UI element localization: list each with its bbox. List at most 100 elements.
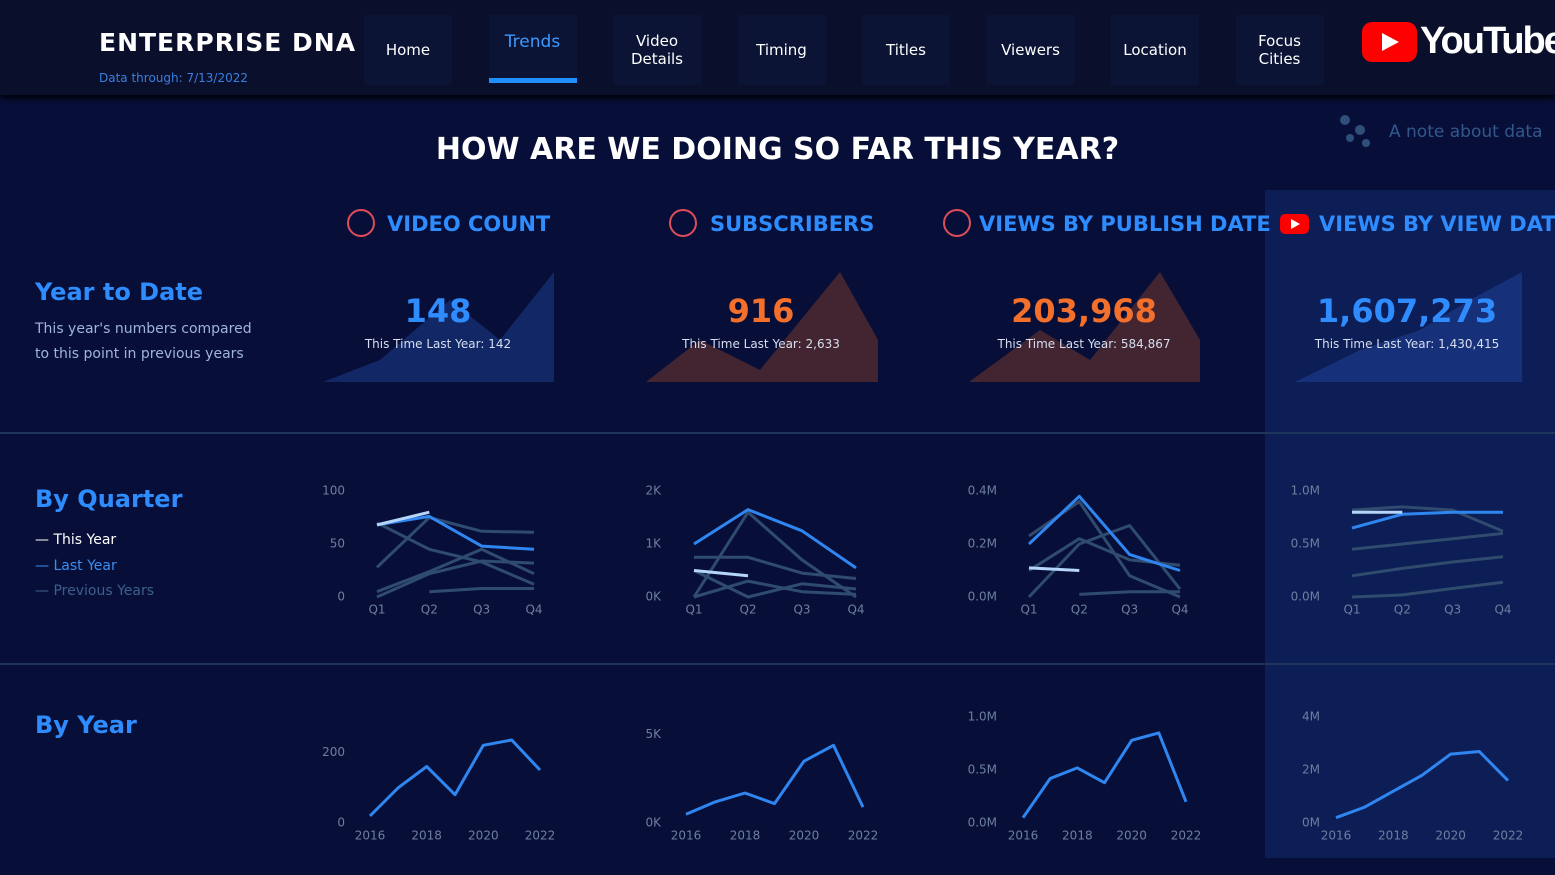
row-title: By Year <box>35 711 137 739</box>
separator <box>0 432 1555 434</box>
x-tick-label: 2020 <box>468 829 499 843</box>
y-tick-label: 1.0M <box>1291 484 1320 498</box>
x-tick-label: 2016 <box>1008 829 1039 843</box>
kpi-value: 916 <box>727 292 795 330</box>
x-tick-label: Q1 <box>1020 603 1037 617</box>
sparkline-bg <box>646 272 878 382</box>
x-tick-label: Q3 <box>793 603 810 617</box>
nav-item[interactable]: Viewers <box>986 15 1075 85</box>
line <box>368 738 542 817</box>
x-tick-label: 2018 <box>1378 829 1409 843</box>
kpi-title: VIEWS BY VIEW DATE <box>1319 212 1555 236</box>
note-link[interactable]: A note about data <box>1389 122 1543 142</box>
line <box>693 508 857 570</box>
x-tick-label: 2020 <box>1435 829 1466 843</box>
nav-item[interactable]: Home <box>364 15 452 85</box>
kpi-last-year: This Time Last Year: 2,633 <box>682 337 840 351</box>
y-tick-label: 0 <box>337 816 345 830</box>
kpi-title: VIEWS BY PUBLISH DATE <box>979 212 1271 236</box>
nav-item[interactable]: Location <box>1111 15 1199 85</box>
row-text: This year's numbers compared <box>35 321 252 337</box>
data-through: Data through: 7/13/2022 <box>99 71 249 85</box>
x-tick-label: 2020 <box>789 829 820 843</box>
line <box>685 743 865 816</box>
x-tick-label: Q1 <box>1343 603 1360 617</box>
x-tick-label: Q2 <box>421 603 438 617</box>
y-tick-label: 200 <box>322 745 345 759</box>
y-tick-label: 0K <box>645 590 662 604</box>
row-title: By Quarter <box>35 485 183 513</box>
line <box>375 516 535 569</box>
line <box>1351 505 1504 533</box>
kpi-title: VIDEO COUNT <box>387 212 551 236</box>
yt-icon-play <box>1291 219 1300 229</box>
y-tick-label: 0.2M <box>968 537 997 551</box>
line <box>1021 731 1188 819</box>
row-title: Year to Date <box>35 278 204 306</box>
x-tick-label: Q4 <box>1171 603 1188 617</box>
x-tick-label: 2016 <box>355 829 386 843</box>
y-tick-label: 0.0M <box>968 590 997 604</box>
x-tick-label: Q2 <box>1071 603 1088 617</box>
legend-item: — Last Year <box>35 557 117 574</box>
y-tick-label: 0K <box>645 816 662 830</box>
kpi-last-year: This Time Last Year: 142 <box>364 337 512 351</box>
x-tick-label: 2022 <box>1493 829 1524 843</box>
separator <box>0 663 1555 665</box>
nav-item[interactable]: Video Details <box>613 15 701 85</box>
brand: ENTERPRISE DNA <box>99 28 357 57</box>
line <box>1028 566 1080 572</box>
x-tick-label: Q4 <box>1494 603 1511 617</box>
x-tick-label: 2022 <box>1171 829 1202 843</box>
y-tick-label: 2K <box>645 484 662 498</box>
line <box>1028 537 1181 572</box>
nav-item[interactable]: Trends <box>488 15 577 83</box>
youtube-icon <box>1362 22 1417 62</box>
y-tick-label: 5K <box>645 727 662 741</box>
line <box>1079 590 1180 596</box>
sparkline-bg <box>969 272 1200 382</box>
line <box>376 514 535 551</box>
x-tick-label: 2018 <box>1062 829 1093 843</box>
x-tick-label: Q4 <box>525 603 542 617</box>
x-tick-label: Q3 <box>473 603 490 617</box>
x-tick-label: Q3 <box>1121 603 1138 617</box>
x-tick-label: 2016 <box>1321 829 1352 843</box>
line <box>376 559 535 599</box>
highlight-column <box>1265 190 1555 858</box>
line <box>693 569 857 599</box>
kpi-value: 1,607,273 <box>1316 292 1498 330</box>
y-tick-label: 1.0M <box>968 710 997 724</box>
sparkline-bg <box>323 272 554 382</box>
line <box>429 587 534 594</box>
line <box>376 521 535 586</box>
row-text: to this point in previous years <box>35 346 244 362</box>
line <box>376 510 430 527</box>
legend-item: — This Year <box>35 532 117 548</box>
heading: HOW ARE WE DOING SO FAR THIS YEAR? <box>435 132 1120 167</box>
kpi-value: 203,968 <box>1011 292 1157 330</box>
y-tick-label: 0.4M <box>968 484 997 498</box>
line <box>692 510 857 599</box>
nav-item[interactable]: Focus Cities <box>1235 15 1324 85</box>
line <box>1351 555 1504 578</box>
x-tick-label: Q1 <box>685 603 702 617</box>
y-tick-label: 0 <box>337 590 345 604</box>
y-tick-label: 2M <box>1302 763 1320 777</box>
x-tick-label: 2018 <box>411 829 442 843</box>
youtube-logo: YouTube <box>1420 20 1555 62</box>
nav-item[interactable]: Titles <box>862 15 950 85</box>
legend-item: — Previous Years <box>35 583 154 599</box>
x-tick-label: Q4 <box>847 603 864 617</box>
x-tick-label: 2020 <box>1116 829 1147 843</box>
kpi-title: SUBSCRIBERS <box>710 212 875 236</box>
line <box>1351 531 1504 551</box>
y-tick-label: 0M <box>1302 816 1320 830</box>
line <box>1335 750 1510 820</box>
y-tick-label: 0.0M <box>1291 590 1320 604</box>
nav-item[interactable]: Timing <box>737 15 826 85</box>
kpi-last-year: This Time Last Year: 1,430,415 <box>1314 337 1500 351</box>
kpi-last-year: This Time Last Year: 584,867 <box>997 337 1171 351</box>
